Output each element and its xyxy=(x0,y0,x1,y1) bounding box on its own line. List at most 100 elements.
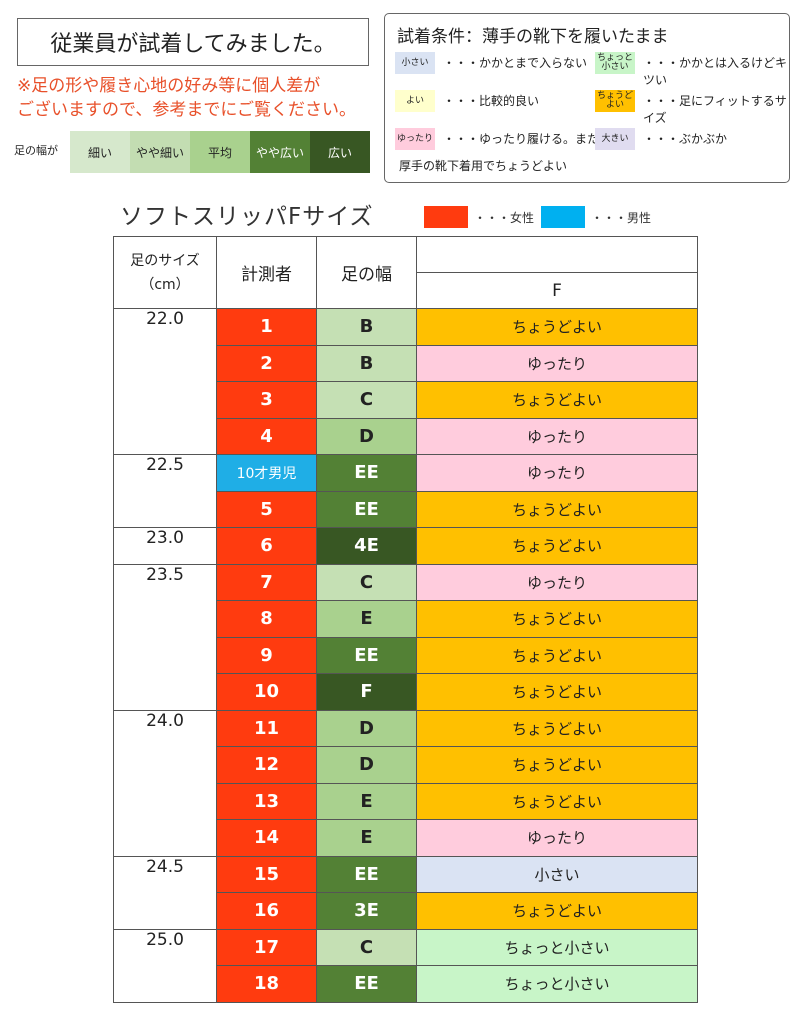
fit-cell: ちょうどよい xyxy=(416,892,698,930)
fit-cell: ちょうどよい xyxy=(416,308,698,346)
header-f: F xyxy=(416,272,698,309)
table-row: 23.5 7 C ゆったり xyxy=(113,563,698,711)
legend-text: ・・・足にフィットするサイズ xyxy=(643,94,787,125)
table-row: 13 E ちょうどよい xyxy=(114,782,698,820)
fit-cell: ゆったり xyxy=(416,819,698,857)
width-cell: B xyxy=(316,344,417,382)
person-cell: 3 xyxy=(216,381,317,419)
width-scale-cell: 広い xyxy=(310,131,370,173)
width-cell: B xyxy=(316,308,417,346)
table-row: 3 C ちょうどよい xyxy=(114,381,698,419)
fit-cell: ちょうどよい xyxy=(416,527,698,565)
fit-cell: ちょうどよい xyxy=(416,746,698,784)
gender-legend-item: ・・・女性 xyxy=(424,206,534,228)
table-row: 12 D ちょうどよい xyxy=(114,746,698,784)
fit-legend: 試着条件：薄手の靴下を履いたまま 小さい ・・・かかとまで入らない ちょっと 小さい… xyxy=(384,13,790,183)
size-cell: 23.0 xyxy=(113,527,217,565)
person-cell: 1 xyxy=(216,308,317,346)
fit-table: 足のサイズ （cm） 計測者 足の幅 F 22.0 1 B ちょうどよい 2 B ゆったり 3… xyxy=(113,236,698,1003)
legend-item: よい ・・・比較的良い xyxy=(395,90,539,112)
table-row: 24.5 15 EE 小さい xyxy=(113,855,698,930)
size-cell: 24.0 xyxy=(113,709,217,857)
table-row: 5 EE ちょうどよい xyxy=(114,490,698,528)
legend-chip: よい xyxy=(395,90,435,112)
fit-cell: ちょうどよい xyxy=(416,709,698,747)
table-row: 24.0 11 D ちょうどよい xyxy=(113,709,698,857)
legend-item: ちょっと 小さい ・・・かかとは入るけどキツい xyxy=(595,52,789,88)
legend-item: 大きい ・・・ぶかぶか xyxy=(595,128,727,150)
table-row: 14 E ゆったり xyxy=(114,819,698,857)
header-width: 足の幅 xyxy=(316,236,417,309)
width-cell: E xyxy=(316,600,417,638)
width-cell: C xyxy=(316,381,417,419)
table-row: 18 EE ちょっと小さい xyxy=(114,965,698,1003)
person-cell: 2 xyxy=(216,344,317,382)
gender-swatch xyxy=(424,206,468,228)
table-row: 2 B ゆったり xyxy=(114,344,698,382)
person-cell: 11 xyxy=(216,709,317,747)
width-cell: D xyxy=(316,709,417,747)
legend-item: ゆったり ・・・ゆったり履ける。または xyxy=(395,128,611,150)
table-row: 4 D ゆったり xyxy=(114,417,698,455)
size-cell: 24.5 xyxy=(113,855,217,930)
legend-text: ・・・ぶかぶか xyxy=(643,132,728,146)
legend-chip: ゆったり xyxy=(395,128,435,150)
legend-text: ・・・比較的良い xyxy=(443,94,540,108)
person-cell: 9 xyxy=(216,636,317,674)
size-cell: 25.0 xyxy=(113,928,217,1003)
legend-item: 小さい ・・・かかとまで入らない xyxy=(395,52,587,74)
width-cell: EE xyxy=(316,965,417,1003)
fit-cell: ちょっと小さい xyxy=(416,928,698,966)
width-cell: E xyxy=(316,819,417,857)
width-cell: D xyxy=(316,417,417,455)
width-cell: 3E xyxy=(316,892,417,930)
legend-chip: ちょうど よい xyxy=(595,90,635,112)
person-cell: 6 xyxy=(216,527,317,565)
width-cell: D xyxy=(316,746,417,784)
person-cell: 10才男児 xyxy=(216,454,317,492)
gender-legend-item: ・・・男性 xyxy=(541,206,651,228)
legend-text: ・・・かかとまで入らない xyxy=(443,56,588,70)
person-cell: 12 xyxy=(216,746,317,784)
width-cell: E xyxy=(316,782,417,820)
width-cell: EE xyxy=(316,855,417,893)
page-title: 従業員が試着してみました。 xyxy=(17,18,369,66)
fit-cell: ちょうどよい xyxy=(416,381,698,419)
table-row: 9 EE ちょうどよい xyxy=(114,636,698,674)
width-cell: EE xyxy=(316,454,417,492)
table-row: 22.0 1 B ちょうどよい xyxy=(113,308,698,455)
person-cell: 7 xyxy=(216,563,317,601)
table-row: 8 E ちょうどよい xyxy=(114,600,698,638)
width-scale-label: 足の幅が xyxy=(14,144,58,157)
width-cell: F xyxy=(316,673,417,711)
fit-cell: 小さい xyxy=(416,855,698,893)
size-cell: 23.5 xyxy=(113,563,217,711)
width-cell: EE xyxy=(316,636,417,674)
header-size-unit: （cm） xyxy=(140,276,190,293)
legend-chip: 大きい xyxy=(595,128,635,150)
table-row: 25.0 17 C ちょっと小さい xyxy=(113,928,698,1003)
legend-text: ・・・かかとは入るけどキツい xyxy=(643,56,788,87)
width-scale-cell: 細い xyxy=(70,131,130,173)
width-cell: EE xyxy=(316,490,417,528)
width-cell: C xyxy=(316,563,417,601)
table-row: 22.5 10才男児 EE ゆったり xyxy=(113,454,698,528)
person-cell: 15 xyxy=(216,855,317,893)
header-size-line: 足のサイズ xyxy=(130,252,200,269)
table-row: 10 F ちょうどよい xyxy=(114,673,698,711)
fit-cell: ちょうどよい xyxy=(416,673,698,711)
note-line: ※足の形や履き心地の好み等に個人差が xyxy=(17,76,321,96)
person-cell: 14 xyxy=(216,819,317,857)
person-cell: 17 xyxy=(216,928,317,966)
size-cell: 22.5 xyxy=(113,454,217,528)
width-scale: 細い やや細い 平均 やや広い 広い xyxy=(70,131,370,173)
fit-cell: ちょうどよい xyxy=(416,782,698,820)
person-cell: 10 xyxy=(216,673,317,711)
gender-label: ・・・男性 xyxy=(591,210,652,225)
chart-title: ソフトスリッパFサイズ xyxy=(120,204,374,230)
header-person: 計測者 xyxy=(216,236,317,309)
width-cell: 4E xyxy=(316,527,417,565)
person-cell: 16 xyxy=(216,892,317,930)
gender-swatch xyxy=(541,206,585,228)
header-f-top xyxy=(416,236,698,273)
